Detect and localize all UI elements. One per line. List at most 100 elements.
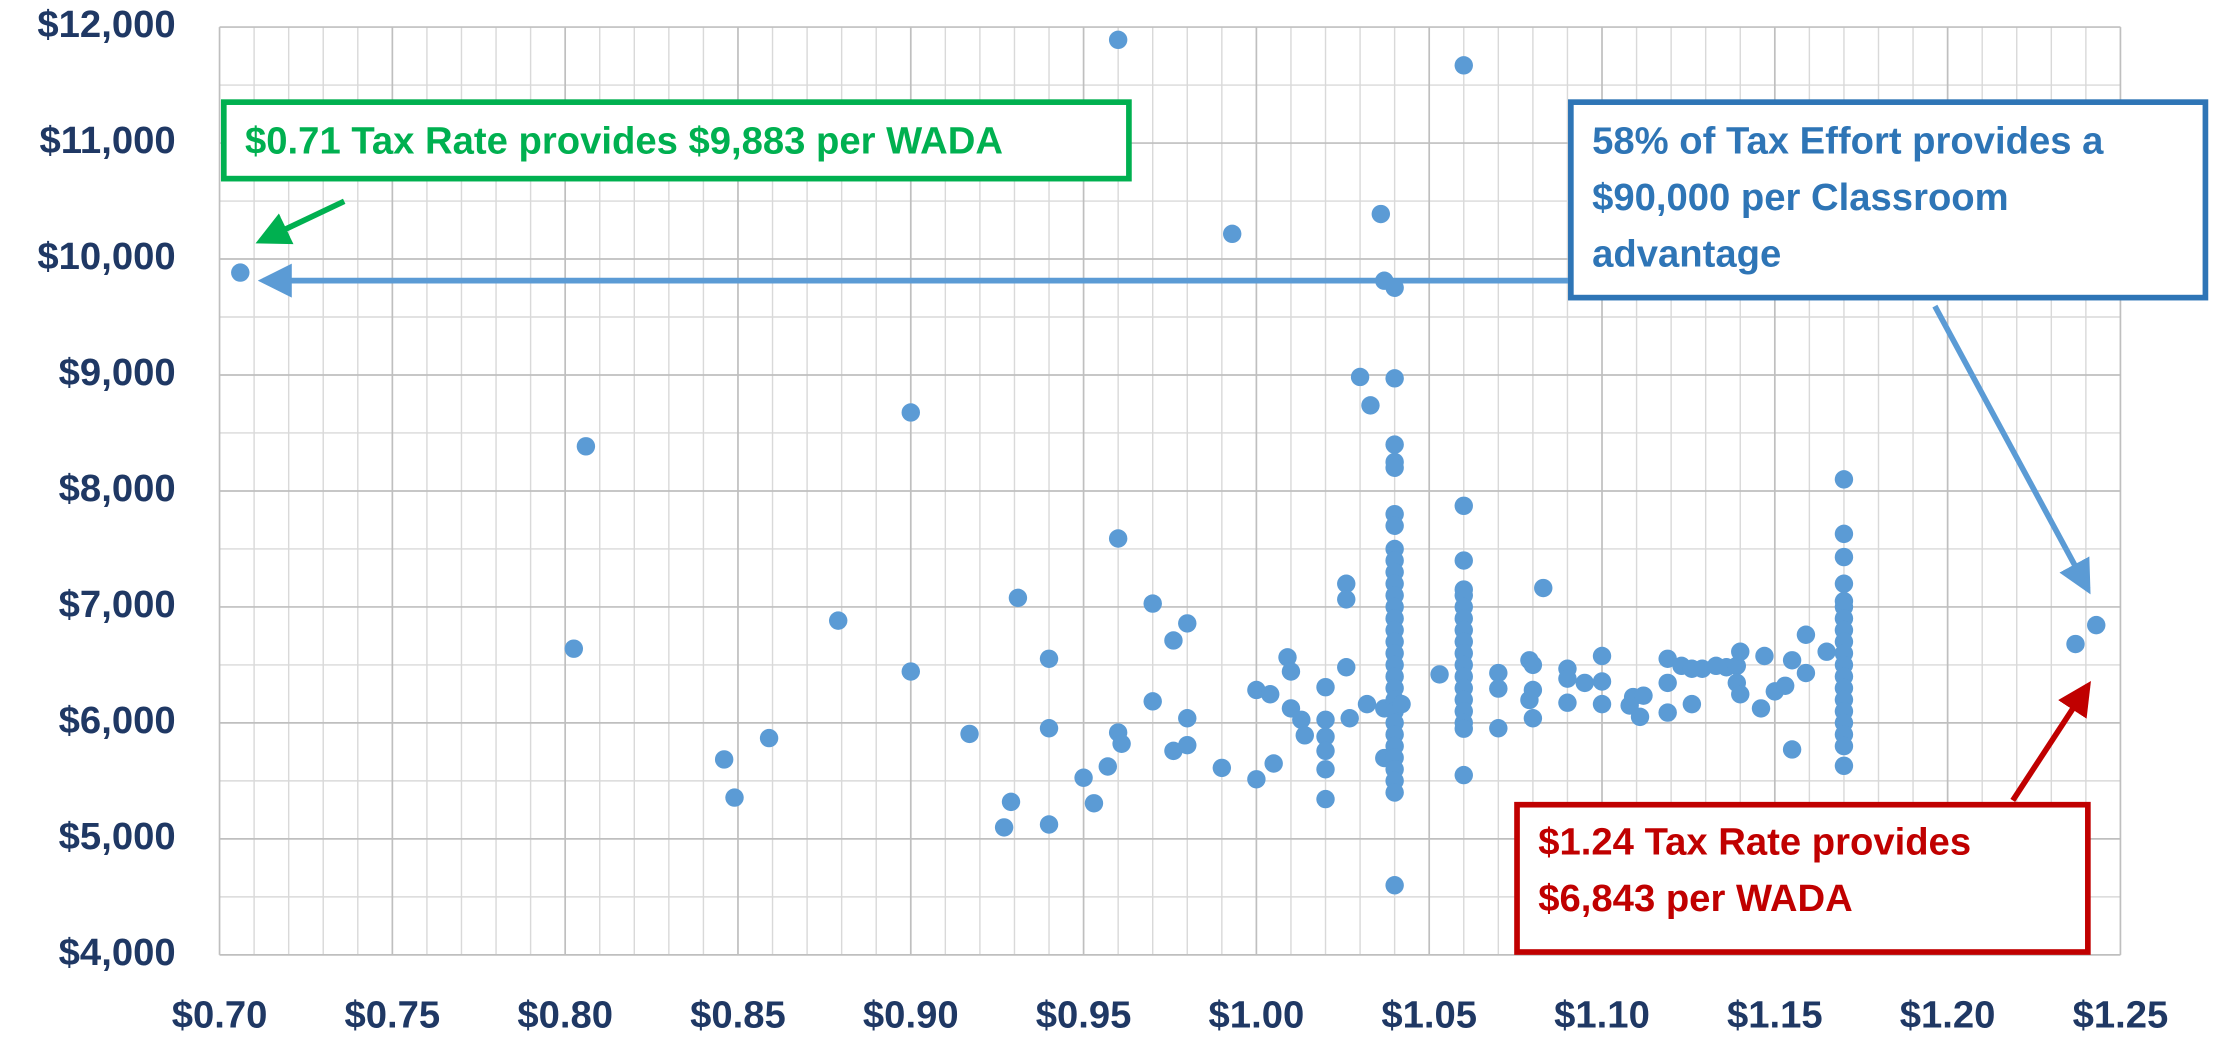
- y-tick-label: $12,000: [37, 3, 175, 46]
- x-tick-label: $1.00: [1209, 993, 1305, 1036]
- point: [1316, 760, 1335, 779]
- point: [1143, 594, 1162, 613]
- y-tick-label: $5,000: [59, 815, 176, 858]
- point: [1385, 369, 1404, 388]
- y-tick-label: $7,000: [59, 583, 176, 626]
- annotation-text: 58% of Tax Effort provides a: [1592, 119, 2104, 162]
- annotations: $0.71 Tax Rate provides $9,883 per WADA …: [220, 99, 2209, 955]
- y-tick-label: $10,000: [37, 235, 175, 278]
- x-tick-label: $0.85: [690, 993, 786, 1036]
- point: [1834, 547, 1854, 567]
- point: [1247, 680, 1266, 700]
- point: [1834, 470, 1854, 489]
- x-tick-label: $0.70: [172, 993, 268, 1036]
- point: [1178, 709, 1197, 728]
- point: [1385, 783, 1404, 802]
- point: [2066, 634, 2085, 654]
- point: [1098, 757, 1117, 776]
- annotation-text: $0.71 Tax Rate provides $9,883 per WADA: [245, 119, 1003, 162]
- point: [1731, 642, 1750, 661]
- point: [901, 403, 920, 422]
- ticks: $0.70 $0.75 $0.80 $0.85 $0.90 $0.95 $1.00 $1.05…: [37, 3, 2168, 1036]
- point: [1727, 656, 1747, 676]
- point: [1834, 574, 1854, 593]
- point: [1350, 367, 1370, 387]
- point: [1316, 727, 1335, 746]
- point: [1316, 710, 1335, 729]
- point: [1658, 649, 1677, 668]
- point: [1039, 815, 1059, 834]
- y-tick-label: $6,000: [59, 699, 176, 742]
- point: [1834, 524, 1854, 544]
- point: [231, 263, 250, 282]
- point: [1796, 663, 1816, 683]
- point: [1074, 768, 1093, 787]
- point: [901, 662, 920, 681]
- point: [1337, 658, 1356, 677]
- point: [1281, 662, 1301, 681]
- point: [1454, 496, 1473, 516]
- point: [1361, 396, 1380, 415]
- point: [1693, 659, 1712, 678]
- x-tick-label: $0.95: [1036, 993, 1132, 1036]
- point: [1534, 578, 1553, 598]
- point: [1039, 719, 1059, 738]
- point: [1775, 676, 1795, 696]
- annotation-box: [220, 99, 1132, 182]
- annotation-box: [1514, 801, 2091, 955]
- x-tick-label: $0.80: [517, 993, 613, 1036]
- point: [1751, 699, 1771, 718]
- point: [1755, 646, 1774, 666]
- annotation-text: $1.24 Tax Rate provides: [1538, 820, 1971, 863]
- point: [1164, 631, 1183, 650]
- point: [1454, 551, 1473, 570]
- arrow: [2010, 680, 2091, 803]
- y-tick-label: $9,000: [59, 351, 176, 394]
- point: [1630, 707, 1650, 727]
- point: [1523, 680, 1543, 700]
- point: [1084, 794, 1104, 813]
- point: [1558, 693, 1577, 712]
- point: [1385, 516, 1404, 535]
- point: [1278, 648, 1297, 667]
- x-tick-label: $0.75: [345, 993, 441, 1036]
- point: [1731, 685, 1750, 704]
- point: [576, 437, 596, 456]
- point: [1454, 719, 1473, 738]
- point: [1430, 665, 1449, 684]
- point: [828, 611, 848, 630]
- point: [1164, 741, 1183, 761]
- point: [1143, 692, 1162, 711]
- point: [1682, 694, 1702, 714]
- point: [1658, 703, 1677, 722]
- point: [960, 724, 979, 744]
- point: [714, 750, 734, 769]
- point: [1489, 719, 1508, 738]
- y-tick-label: $4,000: [59, 931, 176, 974]
- point: [1385, 458, 1404, 477]
- point: [1357, 694, 1377, 714]
- point: [1658, 673, 1677, 693]
- point: [1178, 735, 1197, 755]
- point: [1371, 204, 1391, 224]
- point: [1340, 709, 1359, 728]
- point: [1039, 649, 1059, 668]
- point: [1264, 754, 1283, 773]
- point: [1316, 677, 1335, 697]
- point: [1108, 529, 1128, 548]
- y-tick-label: $11,000: [40, 119, 176, 162]
- y-tick-label: $8,000: [59, 467, 176, 510]
- point: [1817, 642, 1836, 661]
- point: [1796, 625, 1816, 644]
- point: [1247, 770, 1266, 789]
- point: [1385, 435, 1404, 454]
- x-tick-label: $1.15: [1727, 993, 1823, 1036]
- arrow: [1932, 304, 2091, 595]
- point: [1592, 672, 1612, 691]
- point: [1523, 709, 1543, 728]
- point: [1454, 765, 1473, 785]
- points: [231, 30, 2106, 895]
- x-tick-label: $0.90: [863, 993, 959, 1036]
- point: [1782, 651, 1802, 670]
